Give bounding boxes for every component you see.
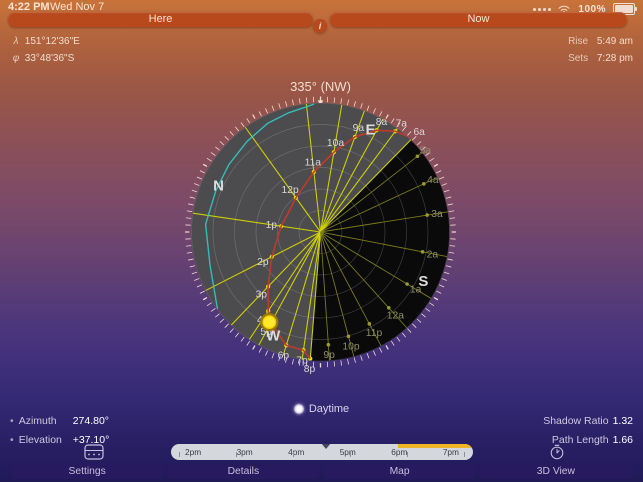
svg-text:8a: 8a (376, 117, 388, 128)
svg-text:11p: 11p (366, 328, 383, 339)
svg-text:12p: 12p (282, 185, 299, 196)
svg-text:4a: 4a (427, 175, 439, 186)
svg-text:10a: 10a (327, 138, 344, 149)
svg-text:12a: 12a (387, 311, 404, 322)
svg-text:N: N (213, 178, 224, 195)
svg-text:1p: 1p (266, 220, 278, 231)
svg-text:E: E (365, 122, 375, 139)
svg-text:6a: 6a (413, 127, 425, 138)
svg-text:2p: 2p (257, 257, 269, 268)
svg-text:10p: 10p (342, 342, 359, 353)
svg-text:6p: 6p (278, 350, 290, 361)
svg-text:5a: 5a (420, 146, 432, 157)
svg-text:7a: 7a (396, 119, 408, 130)
svg-text:2a: 2a (427, 249, 439, 260)
svg-text:9p: 9p (323, 350, 335, 361)
svg-text:9a: 9a (353, 123, 365, 134)
svg-text:8p: 8p (304, 364, 316, 375)
svg-text:1a: 1a (410, 285, 422, 296)
svg-text:3a: 3a (431, 209, 443, 220)
svg-text:11a: 11a (305, 157, 322, 168)
svg-text:3p: 3p (256, 289, 268, 300)
